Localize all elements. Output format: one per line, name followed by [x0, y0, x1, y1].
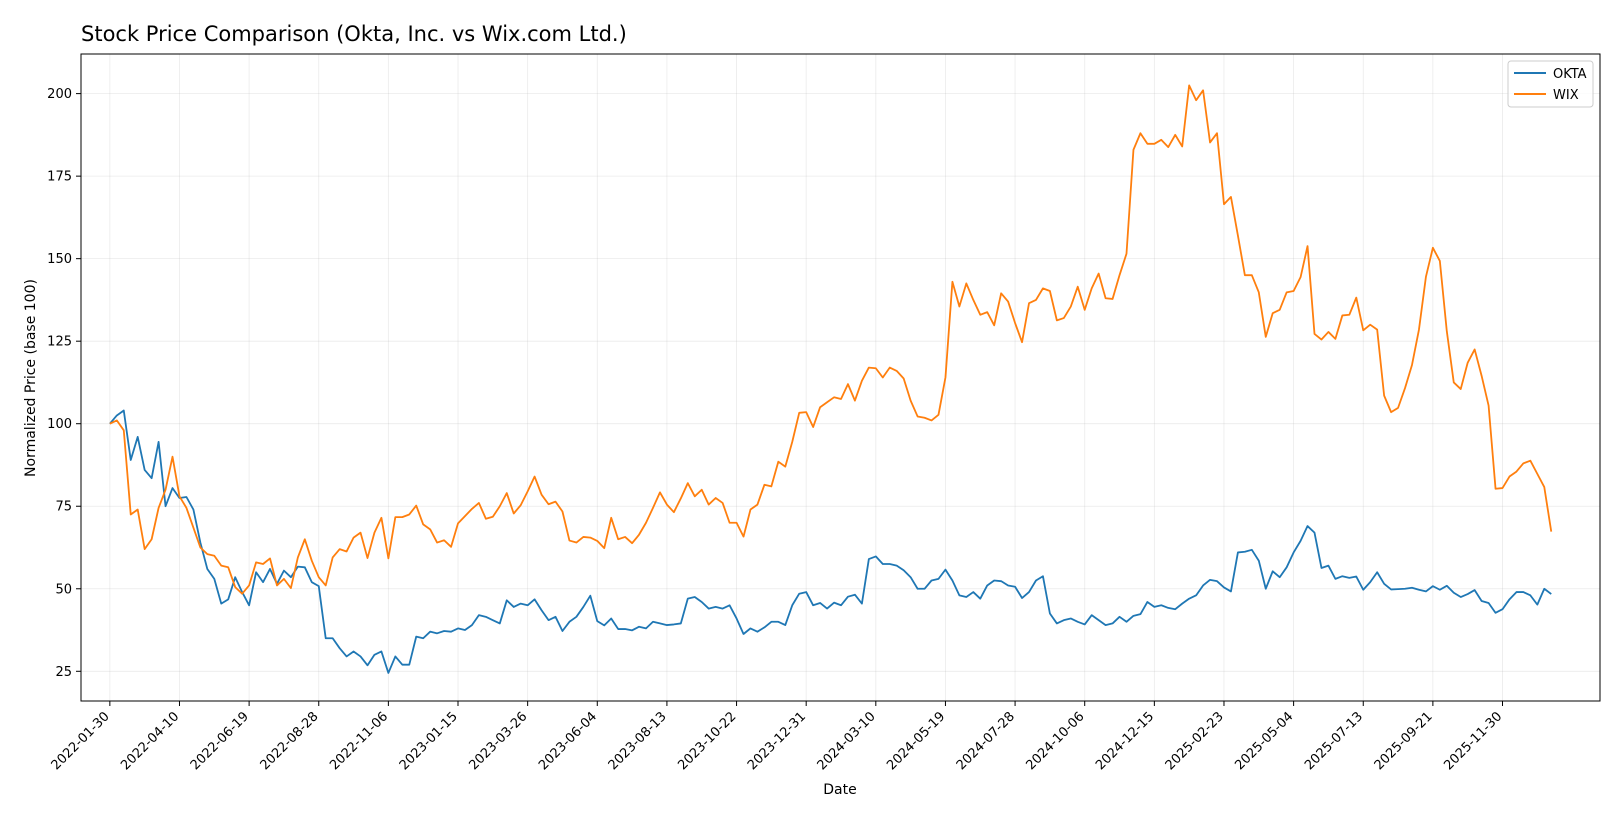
y-tick-label: 200	[47, 87, 72, 102]
series-line-wix	[109, 84, 1553, 595]
series-line-okta	[109, 409, 1552, 674]
chart-title: Stock Price Comparison (Okta, Inc. vs Wi…	[81, 22, 627, 46]
y-axis-ticks: 25 50 75 100 125 150 175 200	[47, 87, 81, 680]
y-tick-label: 100	[47, 417, 72, 432]
y-tick-label: 125	[47, 335, 72, 350]
y-tick-label: 175	[47, 170, 72, 185]
plot-area-frame	[80, 53, 1601, 702]
x-axis-label: Date	[823, 782, 856, 798]
legend-label-okta: OKTA	[1553, 67, 1587, 82]
y-tick-label: 50	[55, 582, 72, 597]
y-tick-label: 25	[55, 665, 72, 680]
y-tick-label: 150	[47, 252, 72, 267]
series-lines	[109, 84, 1553, 674]
y-axis-label: Normalized Price (base 100)	[23, 279, 39, 477]
legend: OKTA WIX	[1507, 60, 1594, 108]
y-tick-label: 75	[55, 500, 72, 515]
legend-label-wix: WIX	[1553, 88, 1579, 103]
